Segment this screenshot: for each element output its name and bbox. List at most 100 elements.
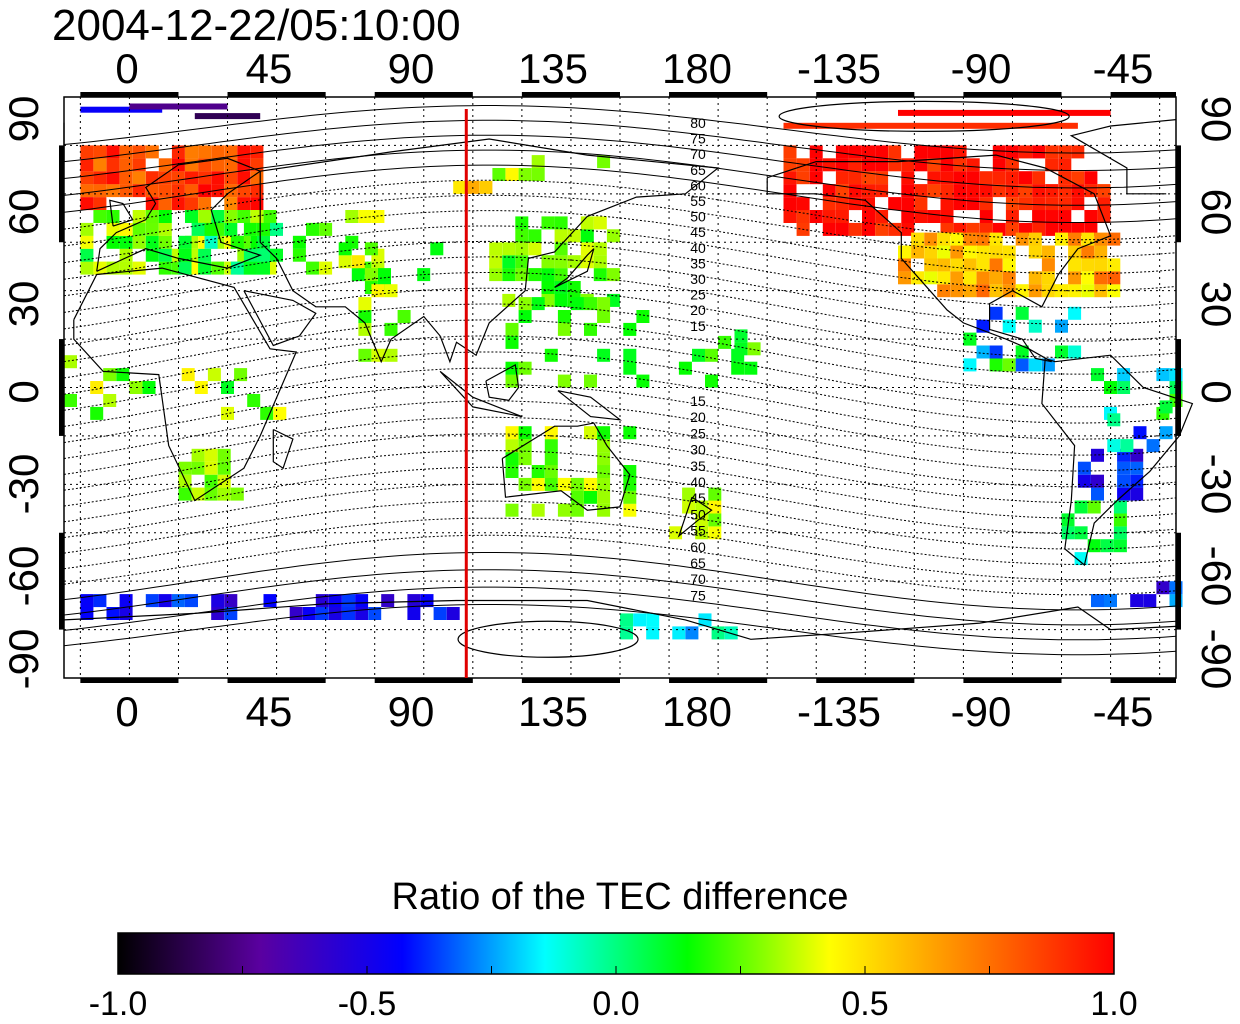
tec-cell — [384, 322, 398, 336]
tec-cell — [1117, 368, 1131, 382]
tec-cell — [505, 452, 519, 466]
tec-cell — [584, 322, 597, 336]
tec-cell — [1077, 474, 1091, 488]
tec-cell — [597, 297, 611, 311]
right-lat-tick: 0 — [1193, 380, 1240, 404]
contour-label: 40 — [690, 474, 706, 490]
tec-cell — [1159, 426, 1173, 440]
geomagnetic-contour — [63, 149, 1177, 206]
tec-cell — [1094, 258, 1108, 272]
tec-cell — [796, 158, 810, 172]
tec-cell — [1130, 448, 1144, 462]
tec-cell — [976, 232, 990, 246]
tec-cell — [1117, 461, 1131, 475]
tec-cell — [1068, 306, 1082, 320]
tec-cell — [80, 235, 94, 249]
tec-cell — [204, 448, 218, 462]
tec-cell — [963, 332, 977, 346]
tec-cell — [355, 594, 369, 608]
left-lat-tick: 0 — [0, 380, 47, 404]
tec-cell — [1074, 500, 1088, 514]
tec-cell — [940, 171, 954, 185]
tec-cell — [106, 210, 120, 223]
tec-cell — [270, 248, 283, 262]
tec-cell — [198, 197, 212, 211]
coastline — [677, 496, 713, 538]
contour-label: 25 — [690, 287, 706, 303]
tec-cell — [1032, 145, 1046, 159]
tec-cell — [224, 158, 238, 172]
tec-cell — [502, 293, 516, 307]
tec-cell — [911, 232, 925, 246]
top-lon-tick: 45 — [245, 45, 293, 92]
tec-cell — [835, 210, 849, 223]
tec-cell — [531, 297, 545, 311]
contour-label: 75 — [690, 587, 706, 603]
tec-cell — [158, 158, 172, 172]
tec-cell — [937, 245, 951, 259]
tec-cell — [875, 145, 889, 159]
tec-cell — [848, 171, 862, 185]
tec-cell — [217, 448, 231, 462]
tec-cell — [185, 145, 198, 159]
tec-cell — [358, 297, 372, 311]
colorbar-tick-label: 0.0 — [592, 985, 640, 1023]
contour-label: 45 — [690, 224, 706, 240]
frame-band — [59, 532, 64, 630]
tec-cell — [623, 465, 637, 478]
tec-cell — [557, 503, 571, 517]
tec-cell — [479, 180, 493, 194]
geomagnetic-contour — [63, 134, 1177, 189]
tec-cell — [528, 268, 542, 282]
tec-cell — [518, 361, 532, 375]
tec-cell — [623, 361, 637, 375]
coastline — [259, 138, 720, 364]
tec-cell — [953, 158, 967, 172]
tec-cell — [927, 171, 941, 185]
tec-cell — [1032, 171, 1046, 185]
tec-cell — [1068, 232, 1082, 246]
tec-cell — [584, 426, 597, 440]
tec-cell — [185, 594, 198, 608]
tec-cell — [848, 184, 862, 198]
tec-cell — [80, 158, 94, 172]
tec-cell — [211, 261, 225, 275]
tec-cell — [1091, 368, 1104, 382]
tec-cell — [796, 210, 810, 223]
tec-cell — [875, 171, 889, 185]
coastline — [766, 154, 1112, 363]
tec-cell — [1015, 284, 1029, 298]
tec-cell — [263, 594, 277, 608]
tec-cell — [204, 461, 218, 475]
tec-cell — [518, 310, 532, 323]
tec-cell — [237, 210, 251, 223]
tec-cell — [119, 222, 133, 236]
tec-cell — [158, 594, 172, 608]
tec-cell — [194, 381, 208, 394]
tec-cell — [1058, 197, 1072, 211]
geomagnetic-contour — [63, 416, 1177, 488]
tec-cell — [875, 222, 889, 236]
tec-cell — [1071, 197, 1085, 211]
tec-cell — [554, 216, 568, 230]
tec-cell — [1058, 158, 1072, 172]
tec-cell — [243, 248, 257, 262]
tec-cell — [992, 184, 1006, 198]
tec-cell — [953, 197, 967, 211]
tec-cell — [145, 594, 159, 608]
tec-cell — [129, 381, 143, 394]
tec-cell — [950, 271, 964, 285]
tec-cell — [541, 293, 555, 307]
map-frame — [59, 92, 1181, 683]
tec-cell — [783, 197, 797, 211]
tec-cell — [979, 210, 993, 223]
tec-cell — [158, 222, 172, 236]
tec-cell — [989, 271, 1003, 285]
tec-cell — [505, 322, 519, 336]
frame-band — [374, 678, 473, 683]
coastline — [109, 199, 134, 227]
tec-cell — [531, 155, 545, 169]
left-lat-tick: 60 — [0, 188, 47, 236]
tec-cell — [544, 348, 558, 362]
tec-cell — [979, 184, 993, 198]
